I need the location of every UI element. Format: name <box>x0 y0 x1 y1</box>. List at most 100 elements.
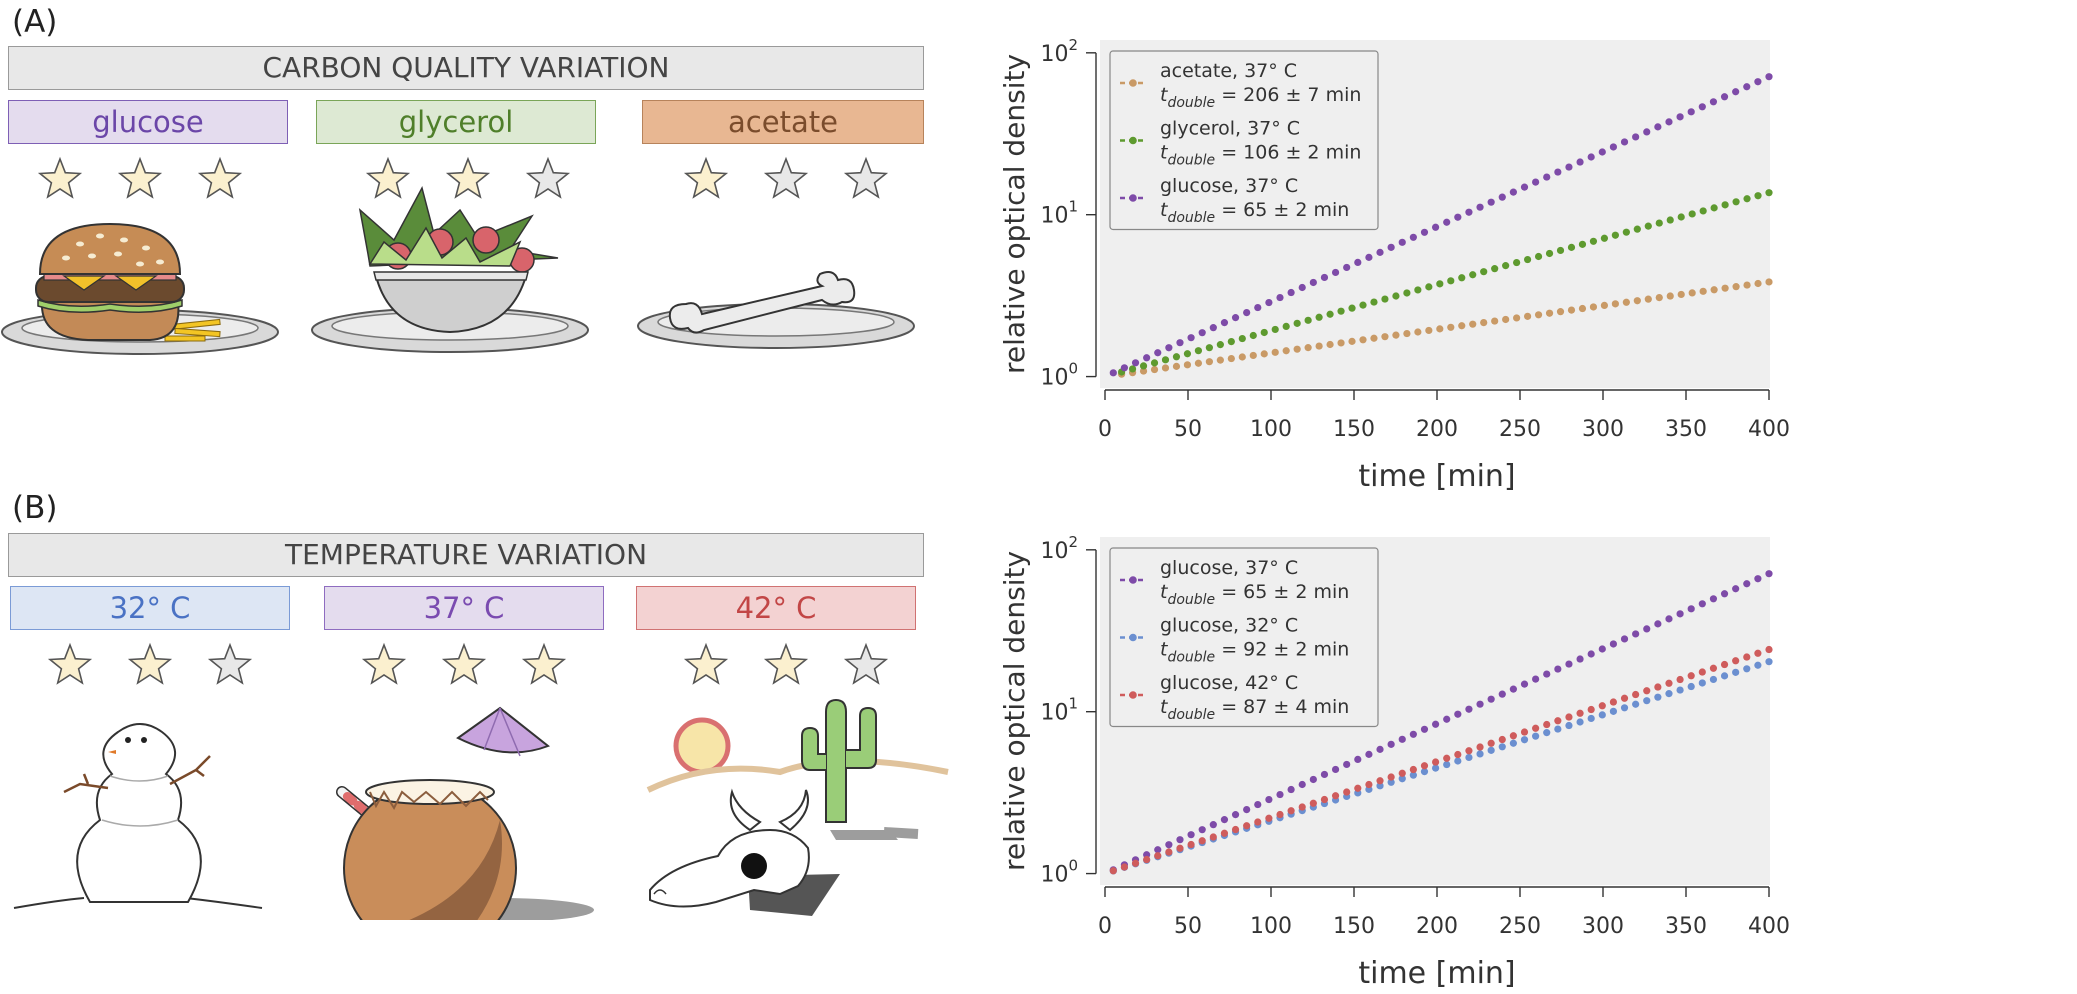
data-point <box>1309 278 1317 287</box>
data-point <box>1545 249 1554 258</box>
legend-doubling-time: tdouble = 65 ± 2 min <box>1160 199 1349 226</box>
acetate-rating-stars <box>666 156 906 202</box>
data-point <box>1150 359 1159 367</box>
data-point <box>1513 258 1521 267</box>
data-point <box>1476 203 1484 211</box>
star-empty-icon <box>763 156 809 199</box>
data-point <box>1754 78 1762 86</box>
data-point <box>1165 848 1173 856</box>
data-point <box>1143 855 1151 864</box>
data-point <box>1454 710 1462 718</box>
condition-37c-label: 37° C <box>324 586 604 630</box>
data-point <box>1765 658 1773 666</box>
data-point <box>1465 747 1473 755</box>
data-point <box>1271 325 1279 334</box>
data-point <box>1509 685 1517 693</box>
series <box>1118 189 1773 376</box>
x-tick-label: 400 <box>1748 417 1790 442</box>
data-point <box>1443 218 1451 226</box>
data-point <box>1414 328 1422 336</box>
data-point <box>1205 344 1213 352</box>
data-point <box>1502 315 1510 324</box>
x-axis-title: time [min] <box>1358 956 1515 991</box>
data-point <box>1545 309 1554 317</box>
data-point <box>1654 683 1662 691</box>
data-point <box>1409 233 1417 241</box>
condition-acetate-label: acetate <box>642 100 924 144</box>
data-point <box>1633 297 1641 305</box>
data-point <box>1354 784 1362 792</box>
data-point <box>1309 799 1317 807</box>
data-point <box>1265 814 1273 822</box>
data-point <box>1743 83 1751 91</box>
data-point <box>1754 192 1762 200</box>
data-point <box>1476 743 1484 751</box>
data-point <box>1343 760 1351 769</box>
data-point <box>1554 725 1562 733</box>
data-point <box>1198 826 1206 834</box>
data-point <box>1431 764 1440 772</box>
data-point <box>1454 757 1462 765</box>
data-point <box>1543 670 1551 678</box>
star-filled-icon <box>127 642 173 685</box>
data-point <box>1227 337 1235 346</box>
data-point <box>1436 325 1444 333</box>
data-point <box>1454 213 1462 221</box>
series <box>1109 645 1773 875</box>
data-point <box>1447 277 1455 285</box>
data-point <box>1298 780 1306 789</box>
data-point <box>1409 771 1417 779</box>
data-point <box>1276 790 1284 799</box>
y-axis: 100 101 102 <box>1040 36 1097 391</box>
data-point <box>1644 222 1652 230</box>
data-point <box>1315 342 1323 350</box>
data-point <box>1331 792 1340 800</box>
series <box>1109 73 1773 377</box>
data-point <box>1509 732 1517 740</box>
data-point <box>1720 660 1729 669</box>
data-point <box>1431 223 1440 231</box>
data-point <box>1598 702 1606 710</box>
data-point <box>1576 158 1584 166</box>
data-point <box>1387 773 1395 781</box>
data-point <box>1337 307 1345 315</box>
data-point <box>1565 721 1573 730</box>
data-point <box>1513 314 1521 322</box>
y-tick-label: 101 <box>1040 695 1078 726</box>
legend-doubling-time: tdouble = 65 ± 2 min <box>1160 581 1349 608</box>
x-tick-label: 200 <box>1416 417 1458 442</box>
data-point <box>1298 283 1306 292</box>
data-point <box>1589 303 1598 311</box>
data-point <box>1249 351 1257 360</box>
data-point <box>1287 807 1295 815</box>
data-point <box>1543 720 1551 729</box>
data-point <box>1176 844 1184 852</box>
data-point <box>1534 252 1543 261</box>
y-axis-title: relative optical density <box>998 551 1031 871</box>
data-point <box>1709 664 1718 672</box>
data-point <box>1532 675 1540 683</box>
data-point <box>1576 718 1584 726</box>
legend-doubling-time: tdouble = 106 ± 2 min <box>1160 142 1361 169</box>
data-point <box>1187 840 1195 849</box>
bone-illustration <box>637 271 915 349</box>
data-point <box>1523 312 1532 320</box>
data-point <box>1576 709 1584 717</box>
data-point <box>1589 237 1598 245</box>
data-point <box>1720 672 1729 680</box>
data-point <box>1161 364 1170 372</box>
data-point <box>1654 620 1662 628</box>
legend-label: glucose, 42° C <box>1160 672 1298 694</box>
data-point <box>1443 715 1451 723</box>
data-point <box>1376 745 1384 753</box>
data-point <box>1398 238 1406 246</box>
data-point <box>1359 301 1367 309</box>
data-point <box>1632 690 1640 699</box>
data-point <box>1238 334 1246 343</box>
y-tick-label: 102 <box>1040 533 1078 564</box>
data-point <box>1632 133 1640 141</box>
data-point <box>1198 329 1206 337</box>
data-point <box>1287 785 1295 794</box>
x-tick-label: 350 <box>1665 914 1707 939</box>
data-point <box>1498 690 1506 698</box>
